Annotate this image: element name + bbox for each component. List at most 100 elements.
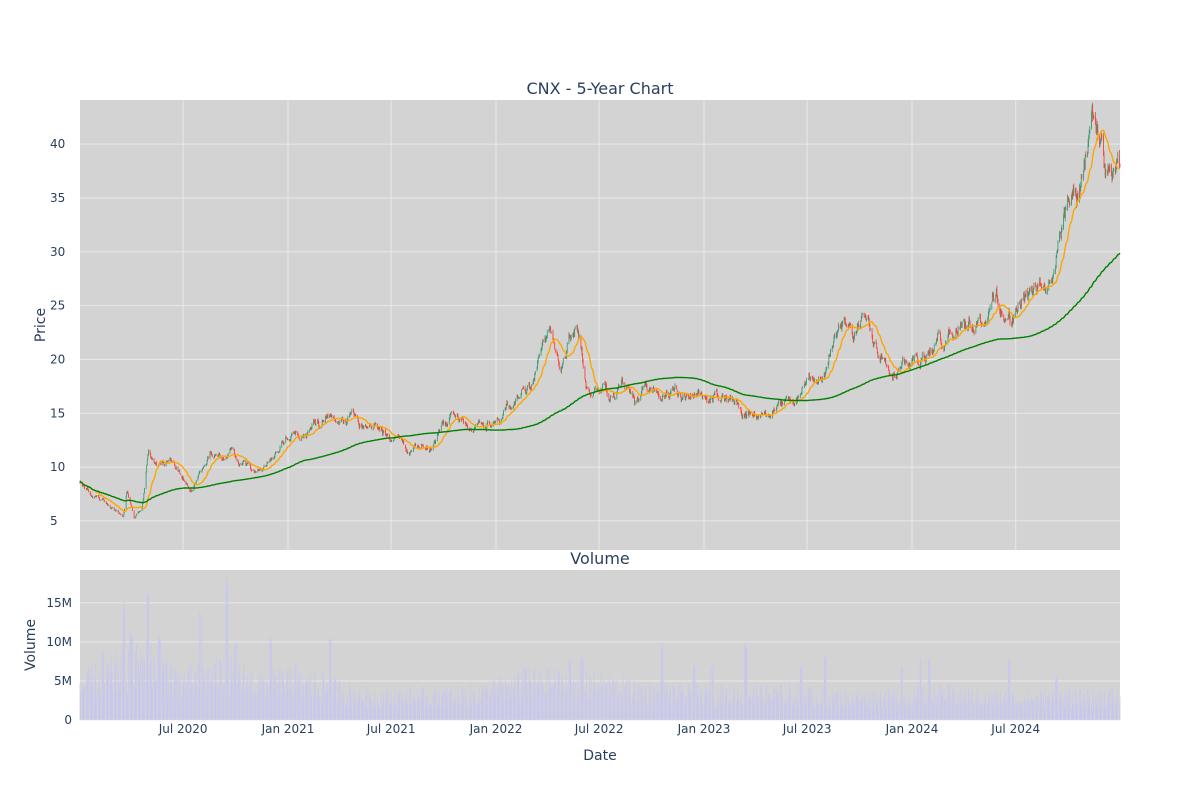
volume-bar — [366, 708, 367, 720]
volume-bar — [120, 661, 121, 720]
volume-bar — [836, 705, 838, 720]
candle — [960, 321, 961, 331]
volume-bar — [989, 704, 990, 720]
candle — [122, 516, 124, 518]
volume-bar — [705, 684, 707, 720]
candle — [1107, 163, 1109, 176]
volume-bar — [726, 689, 728, 720]
candle — [1099, 134, 1100, 148]
candle — [1053, 268, 1055, 275]
candle — [174, 462, 175, 466]
volume-bar — [1041, 692, 1042, 720]
candle — [119, 512, 121, 515]
candle — [1083, 157, 1085, 173]
volume-bar — [273, 667, 275, 720]
volume-bar — [1099, 691, 1100, 720]
candle — [534, 370, 536, 376]
volume-bar — [222, 685, 224, 720]
price-candles — [79, 102, 1121, 519]
volume-bar — [1060, 692, 1062, 720]
candle — [377, 426, 379, 429]
volume-bar — [776, 687, 777, 720]
candle — [128, 493, 129, 498]
volume-bar — [442, 691, 444, 720]
volume-bar — [668, 693, 670, 720]
volume-bar — [788, 686, 790, 720]
price-y-tick: 40 — [50, 137, 65, 151]
candle — [491, 424, 492, 429]
candle — [996, 285, 998, 299]
volume-bar — [121, 655, 123, 720]
volume-bar — [964, 698, 965, 720]
volume-bar — [988, 691, 989, 720]
volume-bar — [750, 695, 752, 720]
candle — [933, 349, 935, 353]
candle — [992, 291, 994, 297]
volume-bar — [398, 693, 399, 720]
candle — [533, 378, 535, 385]
volume-bar — [728, 684, 730, 720]
candle — [365, 425, 367, 428]
volume-bar — [95, 680, 97, 720]
volume-bar — [944, 704, 945, 720]
volume-bar — [957, 695, 959, 720]
candle — [995, 294, 997, 304]
candle — [672, 386, 674, 391]
volume-bar — [137, 663, 139, 720]
candle — [810, 376, 811, 382]
volume-bar — [269, 638, 271, 720]
candle — [602, 382, 604, 385]
volume-bar — [139, 670, 141, 720]
candle — [117, 509, 119, 513]
volume-bar — [965, 691, 967, 720]
volume-bar — [201, 614, 203, 720]
volume-bar — [811, 686, 813, 720]
volume-bar — [660, 649, 662, 720]
candle — [1055, 264, 1057, 274]
volume-bar — [836, 692, 838, 720]
candle — [885, 357, 887, 365]
candle — [337, 421, 338, 425]
volume-bar — [506, 690, 508, 720]
candle — [149, 449, 151, 455]
candle — [326, 415, 328, 419]
volume-bar — [1083, 693, 1085, 720]
volume-bar — [110, 653, 112, 720]
candle — [1068, 196, 1070, 203]
volume-bar — [421, 689, 423, 720]
volume-bar — [343, 700, 345, 720]
volume-bar — [287, 668, 289, 720]
volume-bar — [238, 678, 239, 720]
volume-bar — [713, 707, 715, 720]
volume-bar — [885, 708, 887, 720]
candle — [465, 422, 467, 427]
volume-bar — [517, 671, 519, 720]
volume-bar — [518, 674, 520, 720]
candle — [718, 399, 720, 402]
volume-bar — [609, 687, 611, 720]
volume-bar — [848, 700, 850, 720]
volume-bar — [1112, 689, 1113, 720]
volume-bar — [666, 685, 667, 720]
candle — [174, 464, 176, 469]
volume-bar — [509, 690, 511, 720]
volume-bar — [644, 695, 646, 720]
candle — [405, 447, 407, 452]
volume-bar — [568, 660, 570, 720]
candle — [550, 325, 552, 334]
candle — [961, 322, 962, 328]
volume-bar — [293, 696, 295, 720]
x-tick-label: Jan 2021 — [261, 722, 315, 736]
candle — [612, 392, 614, 398]
candle — [871, 328, 873, 339]
volume-bar — [786, 699, 787, 720]
candle — [464, 421, 466, 424]
volume-bar — [461, 684, 463, 720]
volume-bar — [413, 696, 415, 720]
volume-bar — [597, 692, 598, 720]
candle — [420, 443, 422, 449]
volume-bar — [654, 686, 655, 720]
volume-bar — [828, 699, 830, 720]
volume-bar — [1068, 688, 1070, 720]
volume-bar — [791, 702, 793, 720]
